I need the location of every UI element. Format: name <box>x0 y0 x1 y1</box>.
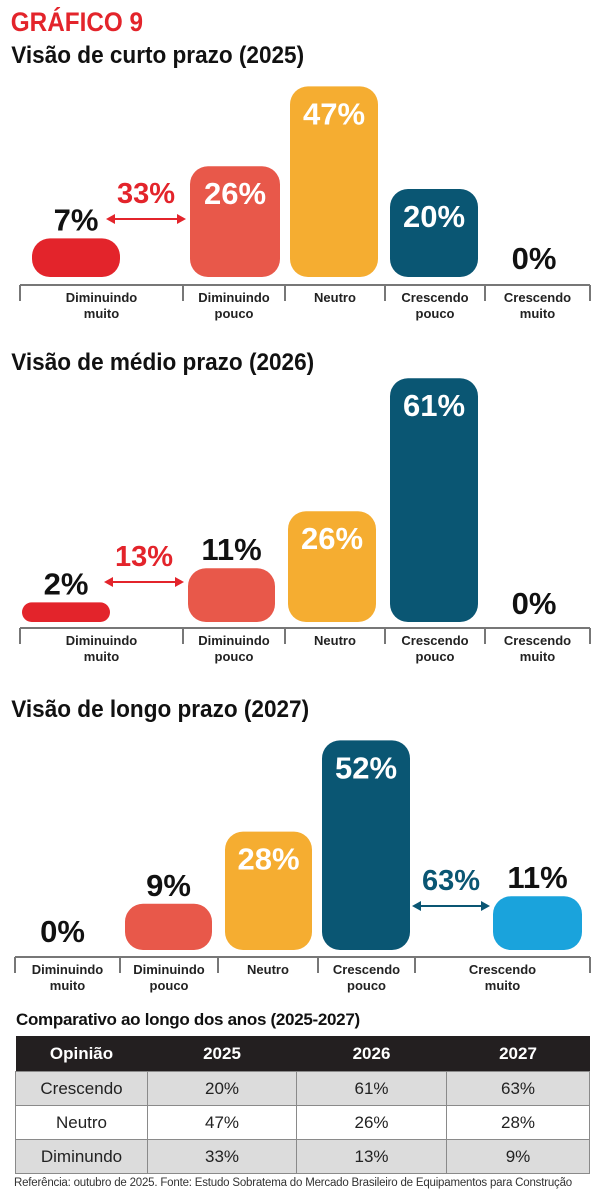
data-label: 61% <box>403 388 465 423</box>
data-label: 0% <box>512 586 557 621</box>
data-label: 20% <box>403 199 465 234</box>
arrow-left-icon <box>106 214 115 224</box>
category-label: pouco <box>215 649 254 664</box>
column-header: Opinião <box>15 1036 148 1072</box>
table-cell: Crescendo <box>15 1071 148 1106</box>
arrow-left-icon <box>104 577 113 587</box>
bar <box>322 740 410 950</box>
category-label: Diminuindo <box>66 290 138 305</box>
table-cell: 28% <box>446 1105 590 1140</box>
category-label: Neutro <box>314 633 356 648</box>
category-label: Diminuindo <box>198 633 270 648</box>
column-header: 2026 <box>296 1036 447 1072</box>
category-label: Diminuindo <box>133 962 205 977</box>
category-label: pouco <box>416 306 455 321</box>
category-label: Neutro <box>247 962 289 977</box>
table-header-row: Opinião 2025 2026 2027 <box>15 1036 590 1072</box>
table-cell: 61% <box>296 1071 447 1106</box>
category-label: Crescendo <box>504 633 571 648</box>
table-cell: 63% <box>446 1071 590 1106</box>
data-label: 11% <box>201 532 261 567</box>
data-label: 0% <box>512 241 557 276</box>
bar <box>390 378 478 622</box>
chart-title: Visão de curto prazo (2025) <box>11 41 304 68</box>
category-label: muito <box>485 978 520 993</box>
category-label: Crescendo <box>401 290 468 305</box>
comparison-table: Opinião 2025 2026 2027 Crescendo 20% 61%… <box>15 1036 590 1174</box>
category-label: pouco <box>150 978 189 993</box>
bar <box>225 831 312 950</box>
comparison-title: Comparativo ao longo dos anos (2025-2027… <box>16 1010 360 1029</box>
category-label: Crescendo <box>469 962 536 977</box>
table-row: Neutro 47% 26% 28% <box>15 1105 590 1140</box>
arrow-left-icon <box>412 901 421 911</box>
figure-label: GRÁFICO 9 <box>11 7 143 37</box>
bar <box>125 903 212 950</box>
data-label: 52% <box>335 750 397 785</box>
table-cell: Diminundo <box>15 1139 148 1174</box>
table-cell: 26% <box>296 1105 447 1140</box>
category-label: muito <box>84 306 119 321</box>
bar <box>290 86 378 278</box>
category-label: pouco <box>215 306 254 321</box>
category-label: Crescendo <box>504 290 571 305</box>
column-header: 2027 <box>446 1036 590 1072</box>
category-label: muito <box>520 306 555 321</box>
table-cell: Neutro <box>15 1105 148 1140</box>
annotation-label: 13% <box>115 541 173 573</box>
footer-reference: Referência: outubro de 2025. Fonte: Estu… <box>14 1177 572 1189</box>
category-label: Diminuindo <box>198 290 270 305</box>
table-cell: 33% <box>147 1139 297 1174</box>
category-label: muito <box>50 978 85 993</box>
bar <box>190 166 280 277</box>
data-label: 0% <box>40 914 85 949</box>
category-label: pouco <box>416 649 455 664</box>
bar <box>288 511 376 622</box>
table-row: Diminundo 33% 13% 9% <box>15 1139 590 1174</box>
chart-title: Visão de médio prazo (2026) <box>11 348 314 375</box>
arrow-right-icon <box>177 214 186 224</box>
data-label: 47% <box>303 96 365 131</box>
bar <box>22 602 110 622</box>
data-label: 7% <box>54 202 99 237</box>
data-label: 26% <box>301 521 363 556</box>
category-label: Neutro <box>314 290 356 305</box>
category-label: Diminuindo <box>32 962 104 977</box>
category-label: Crescendo <box>333 962 400 977</box>
table-row: Crescendo 20% 61% 63% <box>15 1071 590 1106</box>
chart-title: Visão de longo prazo (2027) <box>11 695 309 722</box>
charts-canvas: GRÁFICO 9 Visão de curto prazo (2025) 7% D… <box>11 7 591 993</box>
table-cell: 20% <box>147 1071 297 1106</box>
annotation-label: 63% <box>422 865 480 897</box>
category-label: Diminuindo <box>66 633 138 648</box>
category-label: Crescendo <box>401 633 468 648</box>
category-label: muito <box>84 649 119 664</box>
table-cell: 47% <box>147 1105 297 1140</box>
annotation-label: 33% <box>117 178 175 210</box>
arrow-right-icon <box>481 901 490 911</box>
table-cell: 13% <box>296 1139 447 1174</box>
bar <box>390 189 478 277</box>
arrow-right-icon <box>175 577 184 587</box>
table-cell: 9% <box>446 1139 590 1174</box>
bar <box>188 568 275 622</box>
bar <box>32 238 120 277</box>
data-label: 9% <box>146 868 191 903</box>
category-label: muito <box>520 649 555 664</box>
data-label: 26% <box>204 176 266 211</box>
data-label: 28% <box>237 842 299 877</box>
data-label: 2% <box>44 566 89 601</box>
bar <box>493 896 582 950</box>
column-header: 2025 <box>147 1036 297 1072</box>
data-label: 11% <box>507 860 567 895</box>
category-label: pouco <box>347 978 386 993</box>
